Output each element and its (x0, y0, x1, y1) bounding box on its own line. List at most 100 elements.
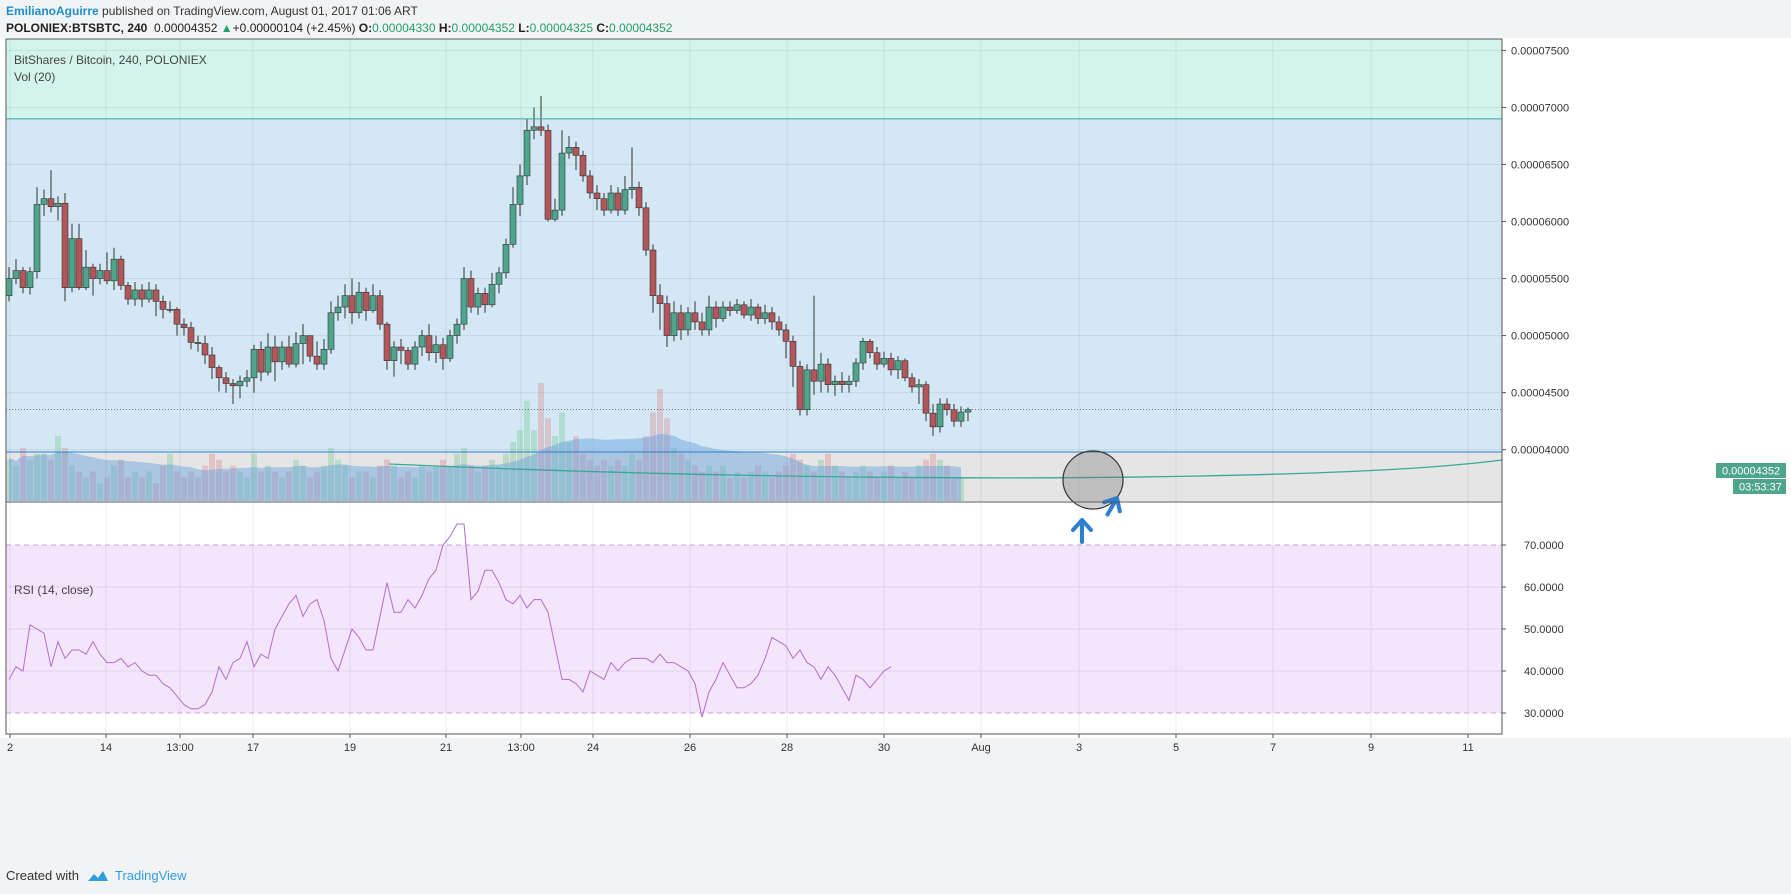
volume-bar (286, 471, 292, 501)
candle-body (593, 192, 601, 200)
volume-bar (419, 465, 425, 501)
candle-body (348, 295, 356, 314)
rsi-tick-label: 70.0000 (1524, 540, 1564, 552)
blue-zone (6, 118, 1502, 452)
volume-bar (524, 400, 530, 501)
volume-bar (874, 477, 880, 501)
volume-bar (496, 465, 502, 501)
highlight-circle (1062, 450, 1124, 510)
created-with-label: Created with (6, 868, 79, 883)
candle-body (789, 340, 797, 367)
volume-bar (349, 477, 355, 501)
volume-bar (167, 453, 173, 501)
candle-body (775, 321, 783, 331)
trend-curve (388, 459, 1503, 479)
volume-bar (69, 465, 75, 501)
volume-bar (377, 465, 383, 501)
volume-bar (447, 465, 453, 501)
volume-bar (251, 453, 257, 501)
countdown-badge: 03:53:37 (1739, 482, 1782, 494)
candle-body (341, 295, 349, 308)
volume-bar (6, 459, 12, 501)
candle-body (320, 348, 328, 365)
candle-body (446, 335, 454, 359)
candle-body (964, 409, 972, 413)
volume-bar (797, 459, 803, 501)
volume-bar (881, 471, 887, 501)
last-price: 0.00004352 (154, 21, 218, 35)
candle-body (201, 343, 209, 356)
candle-body (516, 175, 524, 205)
volume-bar (902, 471, 908, 501)
pair-legend: BitShares / Bitcoin, 240, POLONIEX (14, 53, 207, 67)
candle-body (89, 266, 97, 279)
chart-background (0, 38, 1791, 738)
volume-bar (692, 465, 698, 501)
candle-body (523, 129, 531, 177)
up-arrow-icon (1071, 518, 1093, 544)
candle-body (215, 367, 223, 379)
candle-body (411, 346, 419, 365)
price-badge-bg (1716, 463, 1786, 478)
candle-body (404, 350, 412, 365)
volume-bar (489, 459, 495, 501)
volume-bar (272, 471, 278, 501)
candle-body (747, 306, 755, 316)
volume-bar (867, 471, 873, 501)
rsi-band (6, 545, 1502, 713)
volume-bar (734, 471, 740, 501)
candle-body (75, 238, 83, 288)
candle-body (278, 346, 286, 363)
price-tick-label: 0.00005000 (1511, 331, 1569, 343)
volume-bar (587, 459, 593, 501)
chart-border (5, 38, 1503, 735)
candle-body (40, 198, 48, 205)
volume-bar (237, 471, 243, 501)
author-link[interactable]: EmilianoAguirre (6, 4, 99, 18)
candle-body (544, 129, 552, 220)
volume-bar (328, 447, 334, 501)
volume-bar (181, 477, 187, 501)
candle-body (12, 270, 20, 279)
candle-body (369, 295, 377, 311)
volume-bar (461, 447, 467, 501)
candle-body (355, 291, 363, 314)
candle-body (117, 258, 125, 286)
volume-bar (895, 477, 901, 501)
candle-body (103, 270, 111, 282)
candle-body (418, 335, 426, 348)
candle-body (54, 202, 62, 207)
volume-bar (685, 459, 691, 501)
price-tick-label: 0.00004000 (1511, 445, 1569, 457)
candle-body (551, 209, 559, 220)
candle-body (173, 309, 181, 325)
candle-body (61, 202, 69, 288)
volume-bar (776, 471, 782, 501)
candle-body (159, 301, 167, 310)
volume-bar (916, 465, 922, 501)
volume-bar (538, 383, 544, 501)
candle-body (558, 152, 566, 211)
volume-bar (146, 471, 152, 501)
volume-bar (34, 453, 40, 501)
volume-bar (111, 465, 117, 501)
candle-body (152, 289, 160, 302)
volume-bar (41, 453, 47, 501)
time-tick-label: 14 (100, 742, 112, 754)
candle-body (257, 348, 265, 373)
volume-bar (482, 465, 488, 501)
rsi-tick-label: 30.0000 (1524, 708, 1564, 720)
volume-bar (125, 477, 131, 501)
candle-body (677, 312, 685, 331)
volume-bar (944, 465, 950, 501)
candle-body (607, 192, 615, 211)
candle-body (502, 244, 510, 274)
volume-bar (615, 459, 621, 501)
volume-bar (839, 471, 845, 501)
diagonal-arrow-icon (1102, 496, 1122, 517)
candle-body (915, 384, 923, 388)
candle-body (271, 346, 279, 363)
volume-bar (195, 477, 201, 501)
tradingview-link[interactable]: TradingView (114, 868, 187, 883)
